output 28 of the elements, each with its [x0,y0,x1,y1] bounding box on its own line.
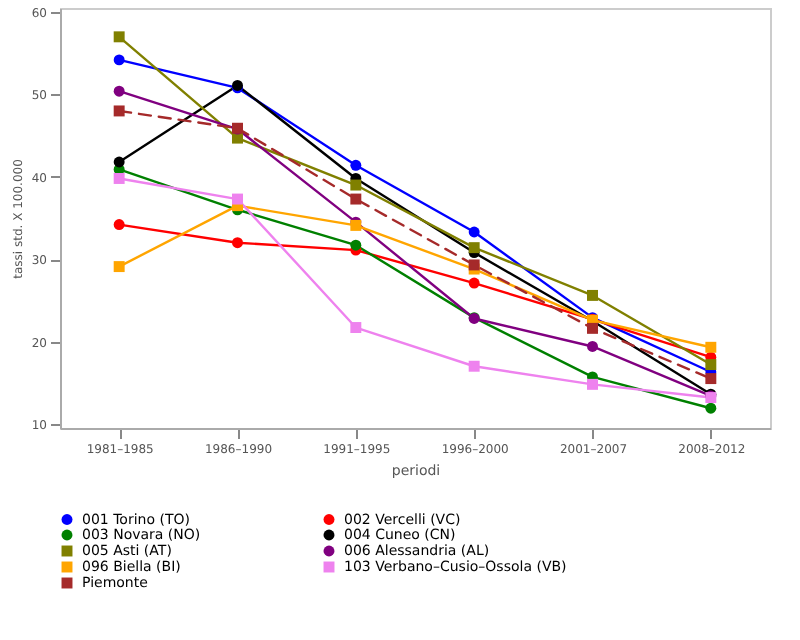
point [705,359,717,371]
point [350,159,362,171]
point [350,239,362,251]
point [113,261,125,273]
point [468,226,480,238]
point [705,373,717,385]
point [350,179,362,191]
point [705,402,717,414]
point [587,378,598,390]
point [587,341,598,352]
point [468,242,480,254]
point [350,322,362,334]
point [113,105,125,117]
point [705,341,717,353]
point [587,322,598,334]
point [113,31,125,43]
point [113,156,125,168]
point [232,132,243,144]
point [113,172,125,184]
point [468,360,480,372]
point [232,193,243,205]
point [468,277,480,289]
point [113,54,125,66]
point [113,219,125,231]
point [113,85,125,97]
point [587,289,598,301]
point [232,237,243,249]
point [350,193,362,205]
